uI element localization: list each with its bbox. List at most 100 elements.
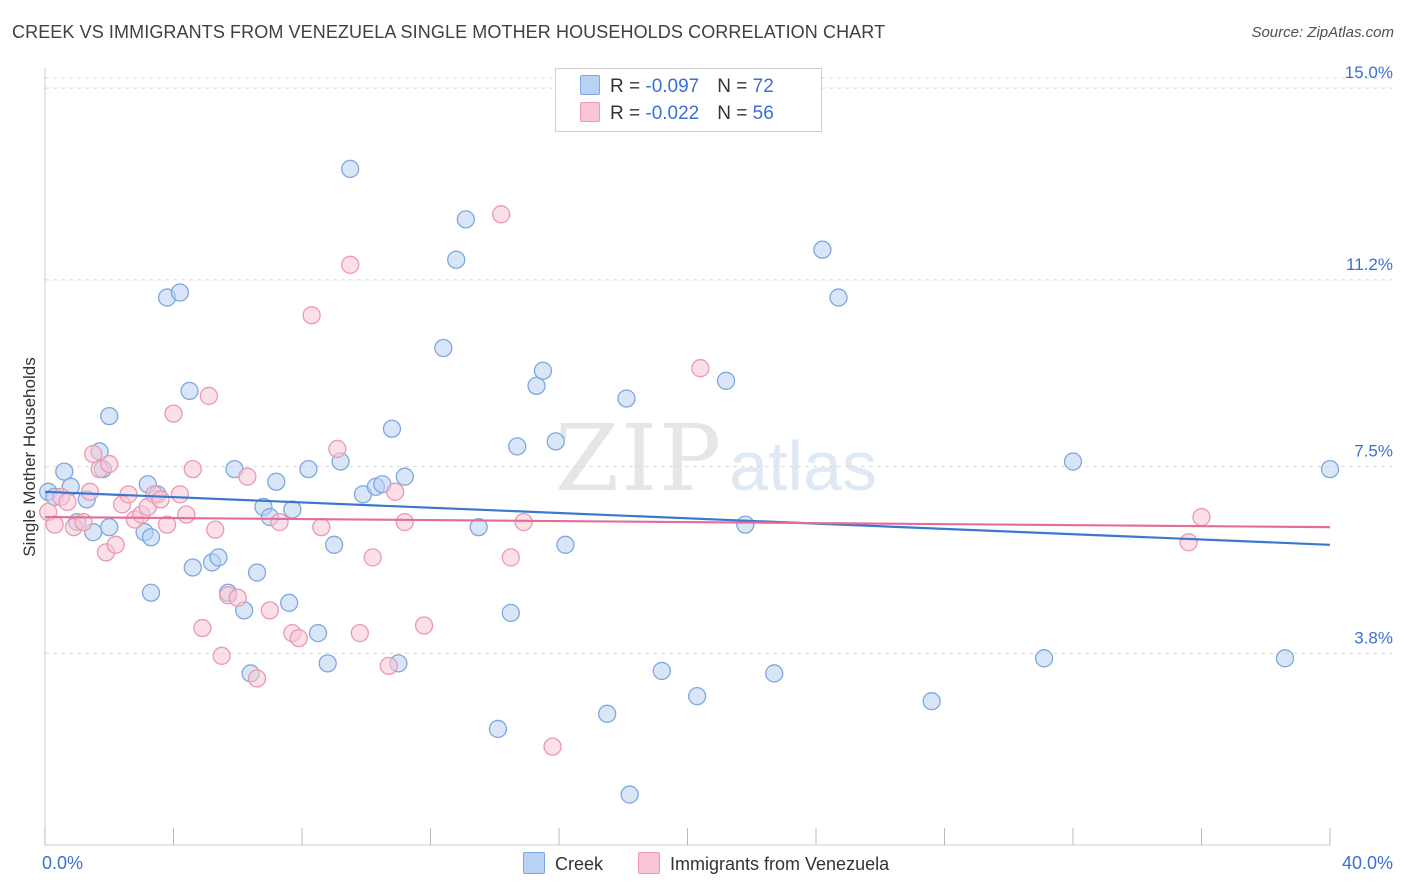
venezuela-point	[151, 490, 170, 509]
bottom-legend-venezuela-label: Immigrants from Venezuela	[670, 854, 890, 874]
venezuela-point	[206, 520, 225, 539]
creek-point	[318, 654, 337, 673]
venezuela-point	[228, 588, 247, 607]
creek-point	[1034, 649, 1054, 668]
creek-point	[922, 692, 941, 711]
creek-point	[324, 535, 344, 554]
creek-point	[447, 250, 466, 269]
creek-point	[299, 459, 318, 479]
stats-legend: R = -0.097 N = 72 R = -0.022 N = 56	[555, 68, 822, 132]
venezuela-point	[289, 628, 308, 648]
venezuela-point	[170, 485, 190, 504]
venezuela-trend-line	[44, 515, 1331, 529]
venezuela-legend-swatch	[638, 852, 660, 874]
venezuela-point	[363, 548, 382, 567]
venezuela-point	[157, 515, 177, 534]
y-tick-label: 7.5%	[1354, 442, 1393, 461]
venezuela-point	[312, 517, 331, 537]
creek-point	[765, 664, 784, 683]
creek-point	[469, 517, 488, 537]
legend-venezuela-r: -0.022	[645, 103, 700, 124]
creek-point	[716, 371, 736, 390]
bottom-legend-creek: Creek	[523, 852, 603, 875]
legend-r-label: R =	[610, 76, 646, 97]
x-tick-label-max: 40.0%	[1342, 853, 1393, 873]
venezuela-point	[379, 656, 398, 676]
venezuela-point	[106, 535, 125, 554]
creek-point	[617, 389, 636, 408]
venezuela-point	[350, 623, 369, 643]
venezuela-swatch	[580, 102, 600, 122]
venezuela-point	[238, 467, 257, 486]
venezuela-point	[247, 669, 267, 688]
legend-r-label: R =	[610, 103, 646, 124]
legend-venezuela-n: 56	[752, 103, 774, 124]
y-tick-label: 3.8%	[1354, 628, 1393, 647]
legend-row-venezuela: R = -0.022 N = 56	[580, 102, 774, 126]
venezuela-point	[80, 482, 100, 501]
creek-point	[488, 719, 508, 739]
venezuela-point	[270, 512, 289, 532]
creek-point	[620, 785, 639, 804]
creek-point	[180, 381, 199, 401]
venezuela-point	[395, 512, 414, 532]
creek-point	[652, 661, 671, 681]
venezuela-point	[212, 646, 231, 665]
creek-point	[508, 437, 527, 456]
creek-point	[382, 419, 402, 438]
creek-point	[283, 500, 302, 519]
venezuela-point	[177, 505, 196, 524]
venezuela-point	[260, 601, 280, 620]
creek-point	[556, 535, 575, 554]
creek-point	[456, 210, 475, 229]
venezuela-point	[514, 512, 533, 532]
bottom-legend-venezuela: Immigrants from Venezuela	[638, 852, 889, 875]
creek-point	[598, 704, 617, 723]
legend-creek-n: 72	[752, 76, 774, 97]
creek-point	[55, 462, 74, 481]
venezuela-point	[1179, 533, 1198, 552]
bottom-legend-creek-label: Creek	[555, 854, 604, 874]
creek-point	[247, 563, 267, 582]
creek-point	[736, 515, 755, 534]
creek-point	[267, 472, 286, 491]
venezuela-point	[183, 459, 202, 479]
creek-swatch	[580, 75, 600, 95]
venezuela-point	[414, 616, 434, 635]
venezuela-point	[45, 515, 64, 534]
creek-point	[527, 376, 546, 396]
x-tick-label-min: 0.0%	[42, 853, 83, 873]
venezuela-point	[302, 306, 321, 325]
venezuela-point	[492, 205, 511, 224]
creek-point	[209, 548, 228, 567]
venezuela-point	[691, 359, 710, 378]
chart-title: CREEK VS IMMIGRANTS FROM VENEZUELA SINGL…	[12, 22, 886, 42]
creek-point	[1320, 459, 1340, 479]
venezuela-point	[199, 386, 218, 406]
creek-point	[183, 558, 202, 577]
venezuela-point	[1192, 507, 1211, 527]
legend-creek-r: -0.097	[645, 76, 700, 97]
creek-point	[687, 687, 707, 706]
creek-point	[100, 406, 119, 426]
venezuela-point	[100, 454, 119, 474]
venezuela-point	[193, 618, 212, 638]
creek-point	[533, 361, 553, 380]
source-label: Source: ZipAtlas.com	[1251, 24, 1394, 41]
legend-n-label: N =	[717, 103, 753, 124]
venezuela-point	[341, 255, 360, 274]
creek-point	[1275, 649, 1295, 668]
creek-point	[308, 623, 328, 643]
creek-point	[395, 467, 414, 486]
legend-row-creek: R = -0.097 N = 72	[580, 75, 774, 99]
venezuela-point	[543, 737, 562, 756]
venezuela-point	[328, 439, 347, 459]
creek-point	[279, 593, 299, 612]
creek-point	[100, 517, 119, 537]
creek-point	[141, 528, 161, 547]
y-tick-label: 15.0%	[1345, 63, 1393, 82]
creek-point	[141, 583, 161, 602]
venezuela-point	[74, 512, 93, 532]
creek-trend-line	[44, 490, 1331, 546]
